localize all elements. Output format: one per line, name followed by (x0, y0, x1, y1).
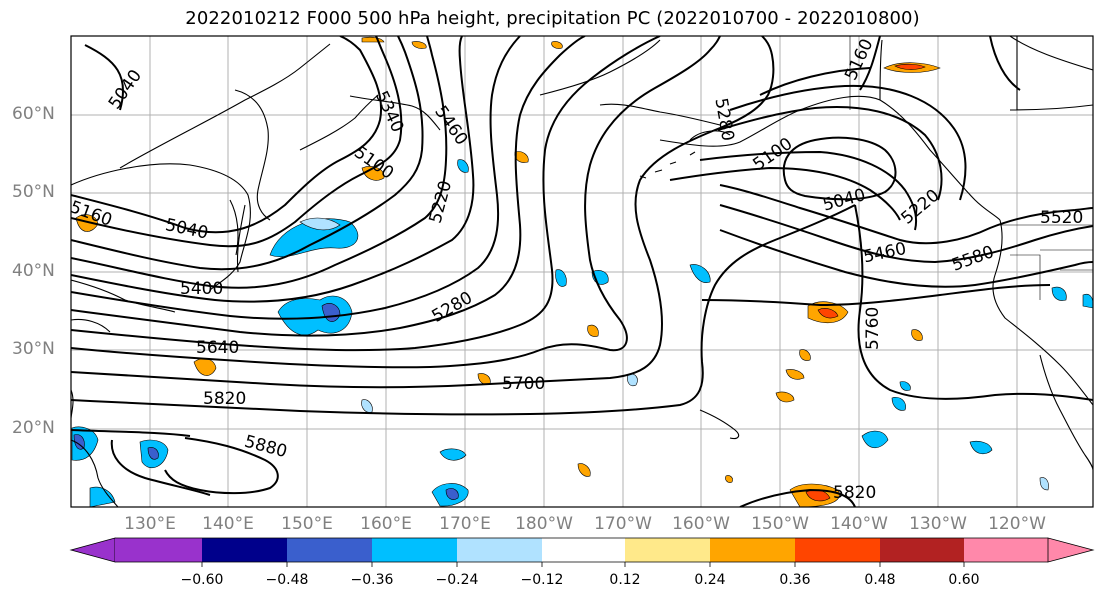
lon-label: 150°W (751, 514, 809, 534)
map-title: 2022010212 F000 500 hPa height, precipit… (185, 8, 920, 29)
precip-anomaly-patches (71, 36, 1093, 507)
colorbar-tick-label: −0.24 (435, 572, 479, 588)
lon-label: 170°W (594, 514, 652, 534)
lon-label: 130°E (124, 514, 176, 534)
lon-label: 140°W (830, 514, 888, 534)
map-frame (70, 35, 1094, 508)
contour-label: 5760 (863, 307, 883, 350)
lon-label: 160°W (672, 514, 730, 534)
colorbar-tick-label: 0.48 (864, 572, 896, 588)
colorbar-tick-label: 0.24 (694, 572, 726, 588)
colorbar-extend-low (69, 537, 116, 563)
contour-label: 5700 (502, 374, 545, 394)
lon-label: 160°E (360, 514, 412, 534)
contour-label: 5820 (833, 483, 876, 503)
colorbar-tick-label: 0.36 (779, 572, 811, 588)
lon-label: 140°E (202, 514, 254, 534)
lon-label: 170°E (439, 514, 491, 534)
colorbar-tick-label: −0.60 (180, 572, 224, 588)
contour-label: 5400 (180, 279, 223, 299)
contour-label: 5520 (1040, 208, 1083, 228)
lon-label: 180°W (515, 514, 573, 534)
contour-label: 5820 (203, 389, 246, 409)
lat-label: 30°N (12, 339, 55, 359)
colorbar-tick-label: −0.36 (350, 572, 394, 588)
lat-label: 40°N (12, 261, 55, 281)
colorbar-tick-label: −0.12 (520, 572, 564, 588)
lat-label: 50°N (12, 182, 55, 202)
contour-label: 5640 (196, 338, 239, 358)
lon-label: 120°W (988, 514, 1046, 534)
height-contours (71, 36, 1093, 507)
lon-label: 130°W (909, 514, 967, 534)
lon-label: 150°E (281, 514, 333, 534)
colorbar (69, 537, 1095, 567)
colorbar-tick-label: 0.60 (948, 572, 980, 588)
lat-label: 60°N (12, 104, 55, 124)
gridlines (71, 36, 1093, 507)
colorbar-tick-label: 0.12 (609, 572, 641, 588)
colorbar-extend-high (1047, 537, 1095, 563)
colorbar-tick-label: −0.48 (265, 572, 309, 588)
lat-label: 20°N (12, 418, 55, 438)
